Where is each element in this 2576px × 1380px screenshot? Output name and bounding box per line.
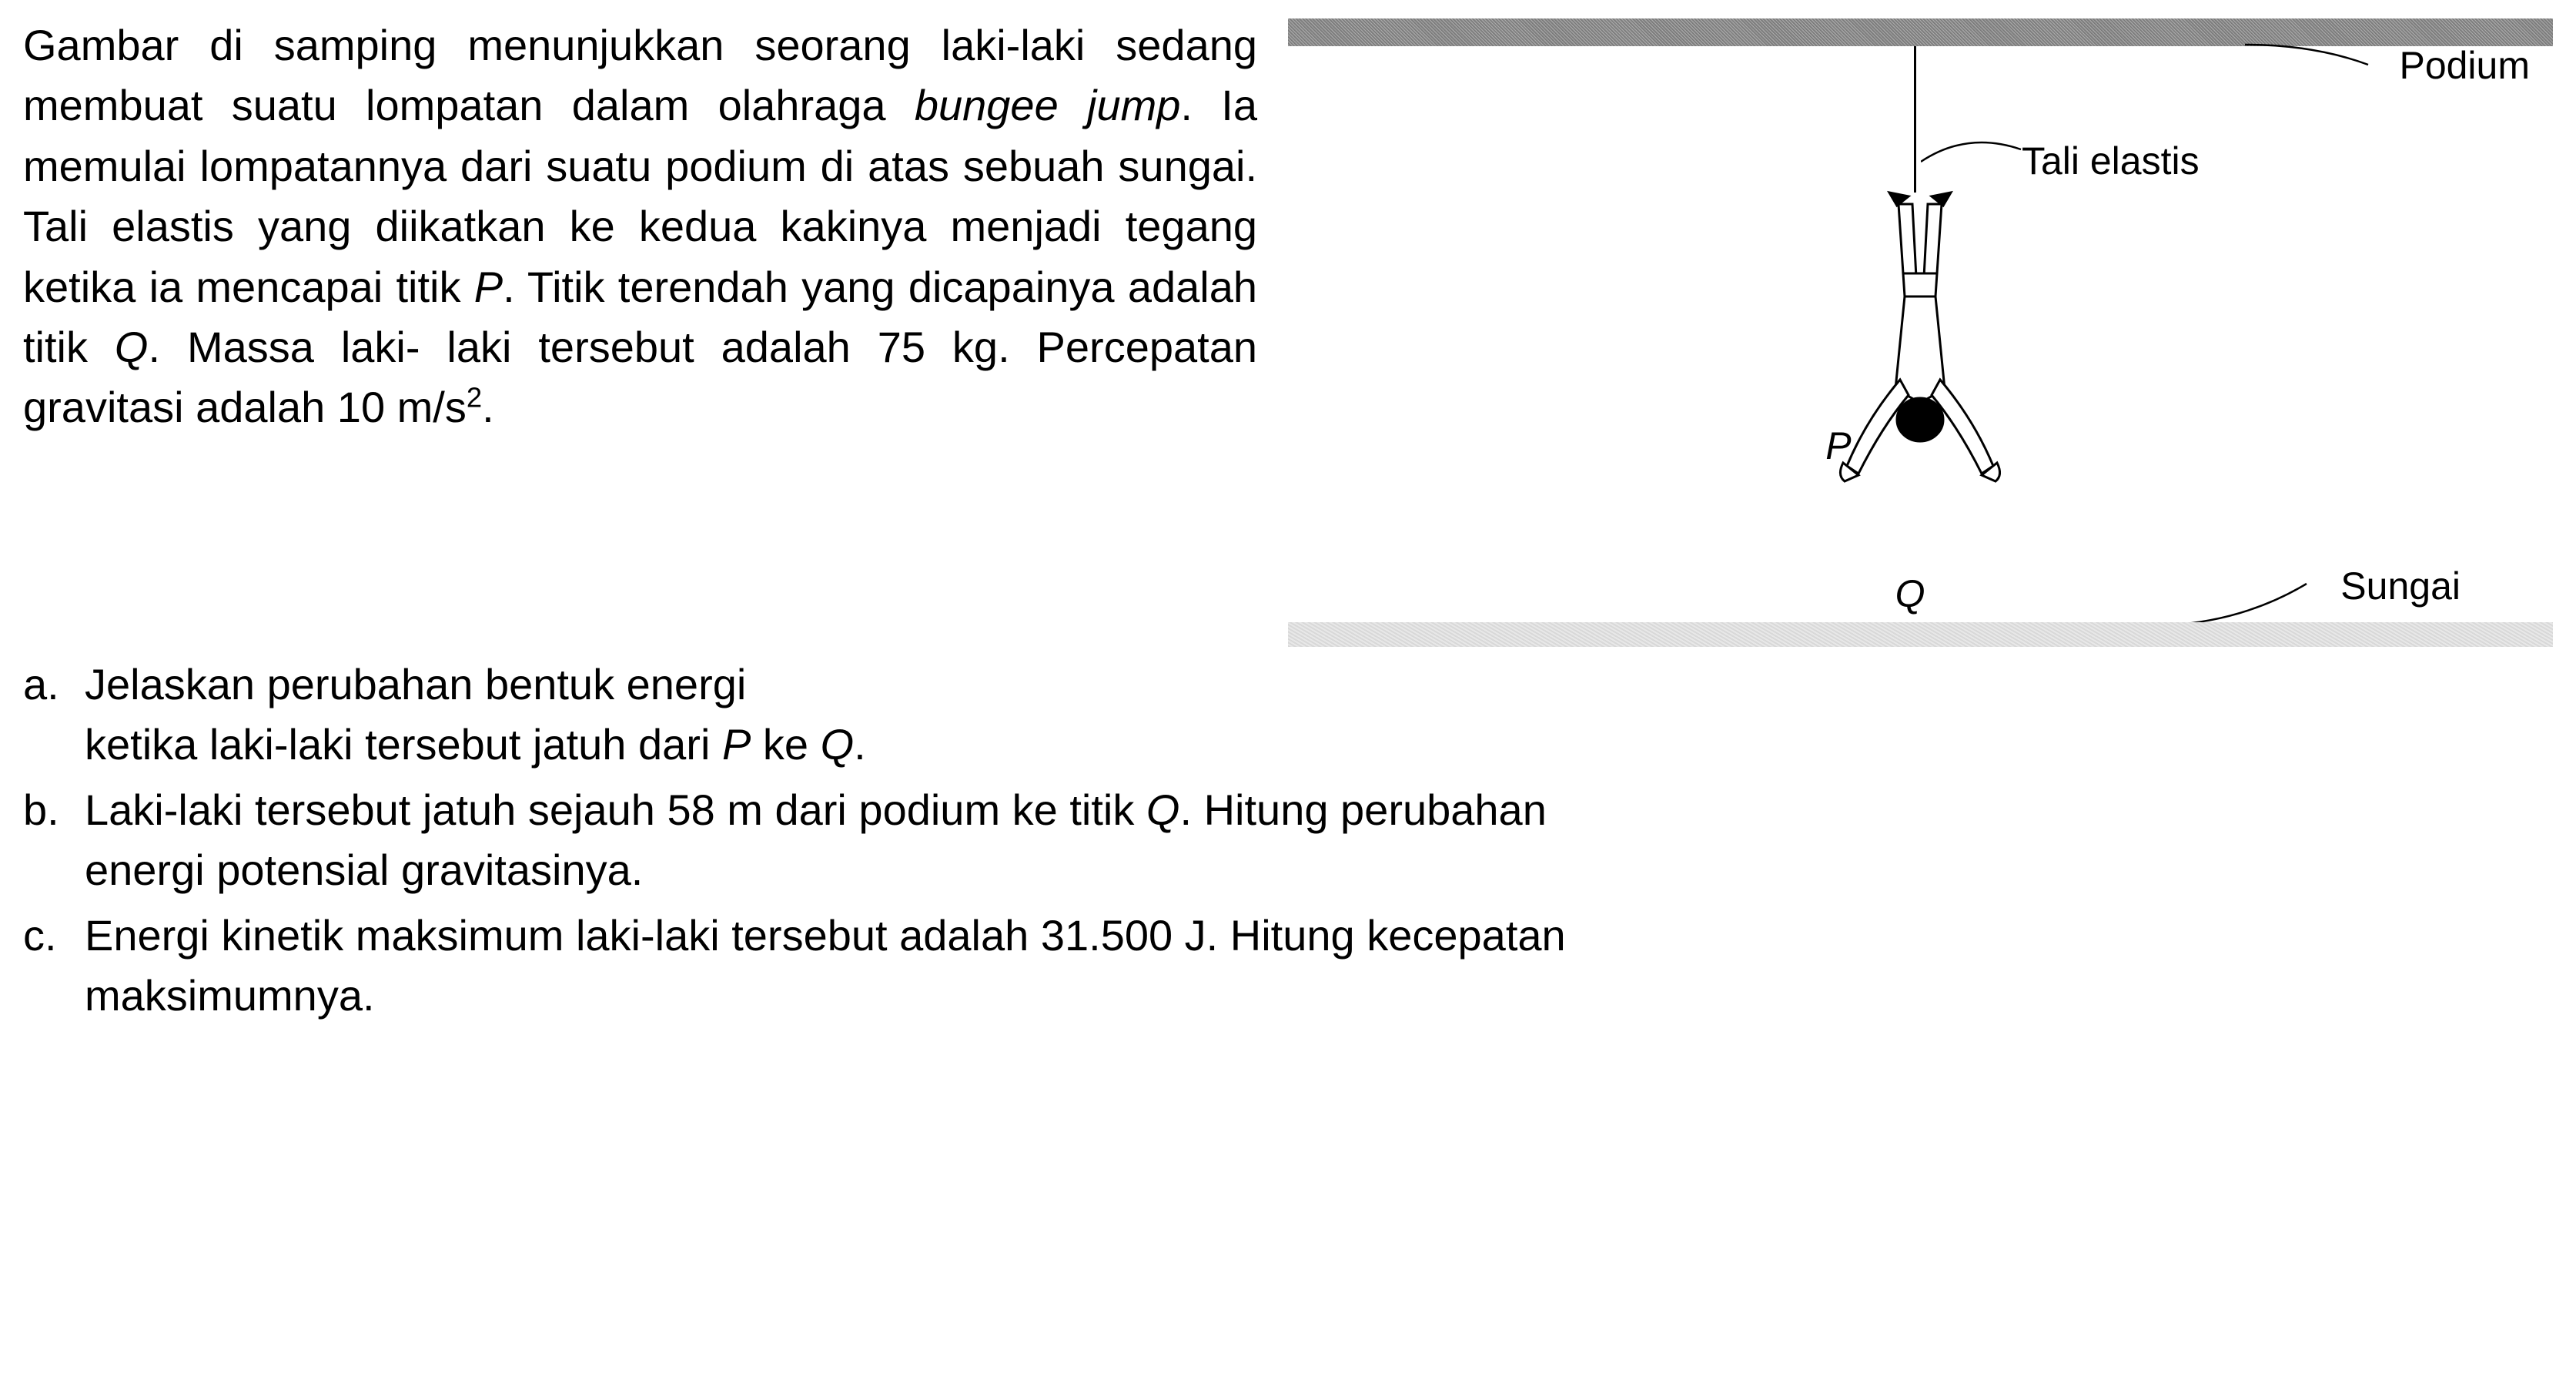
qa-l2e: . [854, 720, 866, 769]
leader-podium-curve [2245, 37, 2384, 83]
para-l8c: . Massa laki- [148, 323, 420, 371]
river-bar [1288, 622, 2553, 647]
para-l7a: ia mencapai titik [149, 263, 474, 311]
para-l7b: P [474, 263, 503, 311]
question-b-letter: b. [23, 780, 85, 901]
para-l3b: bungee jump [915, 81, 1181, 129]
question-a: a. Jelaskan perubahan bentuk energi keti… [23, 655, 2553, 775]
bungee-diagram: Podium Tali elastis [1288, 15, 2553, 647]
para-l10a: gravitasi adalah 10 m/s [23, 383, 467, 431]
point-P-label: P [1825, 424, 1851, 468]
para-l8b: Q [115, 323, 149, 371]
question-c-text: Energi kinetik maksimum laki-laki terseb… [85, 906, 2553, 1027]
leader-sungai-curve [2168, 574, 2322, 628]
questions-list: a. Jelaskan perubahan bentuk energi keti… [23, 655, 2553, 1030]
elastic-cord [1914, 46, 1916, 193]
para-l1: Gambar di samping menunjukkan seorang [23, 21, 911, 69]
person-icon [1781, 189, 2059, 497]
river-label: Sungai [2340, 564, 2461, 608]
top-row: Gambar di samping menunjukkan seorang la… [23, 15, 2553, 647]
qa-line1: Jelaskan perubahan bentuk energi [85, 660, 746, 708]
qb-l1b: Q [1146, 785, 1180, 834]
para-l9: laki tersebut adalah 75 kg. Percepatan [447, 323, 1257, 371]
question-a-text: Jelaskan perubahan bentuk energi ketika … [85, 655, 2553, 775]
qb-l2: energi potensial gravitasinya. [85, 846, 643, 894]
para-l10b: 2 [467, 382, 482, 414]
qa-l2a: ketika laki-laki tersebut jatuh dari [85, 720, 722, 769]
problem-paragraph: Gambar di samping menunjukkan seorang la… [23, 15, 1288, 647]
cord-label: Tali elastis [2022, 139, 2200, 183]
point-Q-label: Q [1895, 571, 1925, 616]
qb-l1c: . Hitung perubahan [1179, 785, 1546, 834]
leader-cord-curve [1921, 123, 2029, 169]
paragraph-text: Gambar di samping menunjukkan seorang la… [23, 15, 1257, 438]
qb-l1a: Laki-laki tersebut jatuh sejauh 58 m dar… [85, 785, 1146, 834]
question-c: c. Energi kinetik maksimum laki-laki ter… [23, 906, 2553, 1027]
page-container: Gambar di samping menunjukkan seorang la… [23, 15, 2553, 1030]
para-l7c: . Titik terendah yang [503, 263, 895, 311]
question-a-letter: a. [23, 655, 85, 775]
qc-l2: maksimumnya. [85, 971, 375, 1020]
podium-label: Podium [2399, 43, 2530, 88]
para-l3a: dalam olahraga [572, 81, 915, 129]
question-c-letter: c. [23, 906, 85, 1027]
qa-l2c: ke [751, 720, 820, 769]
qc-l1: Energi kinetik maksimum laki-laki terseb… [85, 911, 1566, 960]
qa-l2b: P [722, 720, 751, 769]
question-b: b. Laki-laki tersebut jatuh sejauh 58 m … [23, 780, 2553, 901]
para-l10c: . [482, 383, 494, 431]
qa-l2d: Q [821, 720, 855, 769]
para-l4: lompatannya dari suatu podium di atas [200, 142, 949, 190]
question-b-text: Laki-laki tersebut jatuh sejauh 58 m dar… [85, 780, 2553, 901]
